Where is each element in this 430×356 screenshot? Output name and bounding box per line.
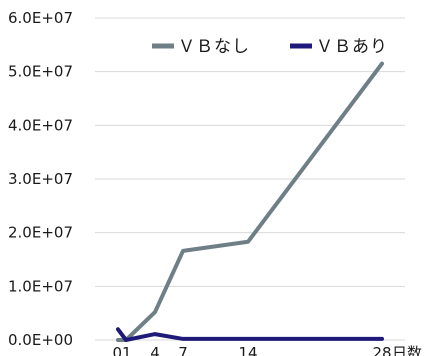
y-tick-label: 5.0E+07: [8, 63, 73, 81]
gridlines: [95, 17, 405, 341]
y-tick-label: 0.0E+00: [8, 331, 73, 349]
legend: ＶＢなし ＶＢあり: [152, 37, 388, 57]
x-tick-label: 01: [112, 344, 131, 356]
x-tick-label: 14: [238, 344, 257, 356]
y-tick-label: 4.0E+07: [8, 116, 73, 134]
x-tick-label: 7: [178, 344, 188, 356]
legend-label: ＶＢあり: [316, 37, 388, 57]
y-tick-label: 6.0E+07: [8, 9, 73, 27]
y-axis-tick-labels: 0.0E+00 1.0E+07 2.0E+07 3.0E+07 4.0E+07 5.0E+…: [8, 9, 73, 349]
series-lines: [116, 61, 384, 342]
legend-label: ＶＢなし: [178, 37, 250, 57]
series-line-vb-ari: [116, 327, 384, 342]
x-axis-tick-labels: 01 4 7 14 28: [112, 344, 391, 356]
series-line-vb-nashi: [116, 61, 384, 342]
x-tick-label: 28: [372, 344, 391, 356]
y-tick-label: 2.0E+07: [8, 224, 73, 242]
x-tick-label: 4: [150, 344, 160, 356]
y-tick-label: 3.0E+07: [8, 170, 73, 188]
y-tick-label: 1.0E+07: [8, 277, 73, 295]
x-axis-label: 日数: [392, 344, 422, 356]
